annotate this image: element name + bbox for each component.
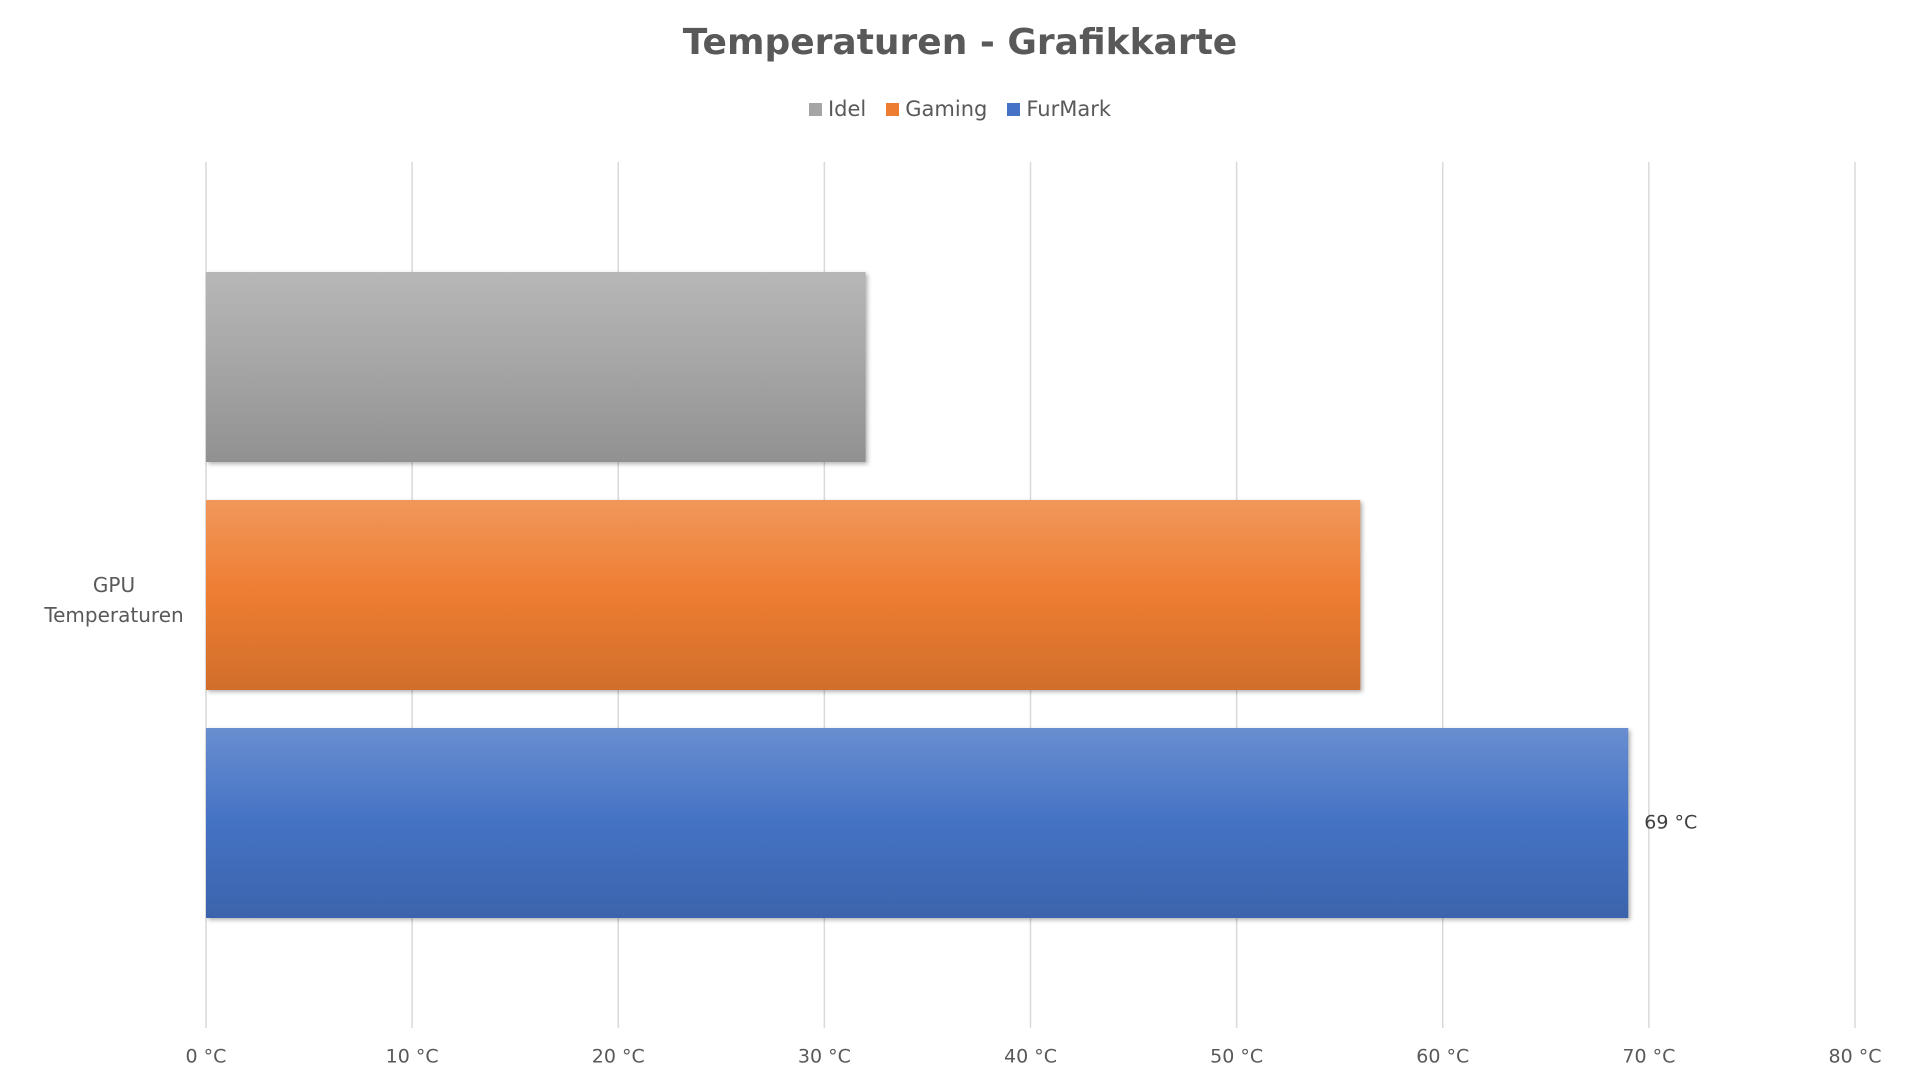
bar (206, 272, 866, 462)
chart-title: Temperaturen - Grafikkarte (682, 22, 1238, 63)
x-tick-label: 30 °C (798, 1046, 851, 1068)
legend-label: Gaming (905, 97, 988, 121)
y-tick-label: GPU Temperaturen (44, 573, 184, 627)
legend-swatch (1007, 102, 1021, 116)
x-tick-label: 80 °C (1829, 1046, 1882, 1068)
x-tick-label: 0 °C (186, 1046, 227, 1068)
bar (206, 728, 1629, 918)
legend: Idel Gaming FurMark (0, 97, 1920, 121)
x-tick-label: 60 °C (1416, 1046, 1469, 1068)
data-label: 69 °C (1644, 812, 1697, 834)
legend-label: Idel (827, 97, 867, 121)
x-tick-label: 20 °C (592, 1046, 645, 1068)
legend-swatch (808, 102, 822, 116)
legend-item: Gaming (886, 97, 987, 121)
x-tick-label: 70 °C (1622, 1046, 1675, 1068)
x-tick-label: 50 °C (1210, 1046, 1263, 1068)
legend-item: Idel (808, 97, 867, 121)
legend-label: FurMark (1026, 97, 1111, 121)
x-tick-label: 40 °C (1004, 1046, 1057, 1068)
legend-swatch (886, 102, 900, 116)
legend-item: FurMark (1007, 97, 1111, 121)
x-tick-label: 10 °C (386, 1046, 439, 1068)
bar (206, 500, 1361, 690)
